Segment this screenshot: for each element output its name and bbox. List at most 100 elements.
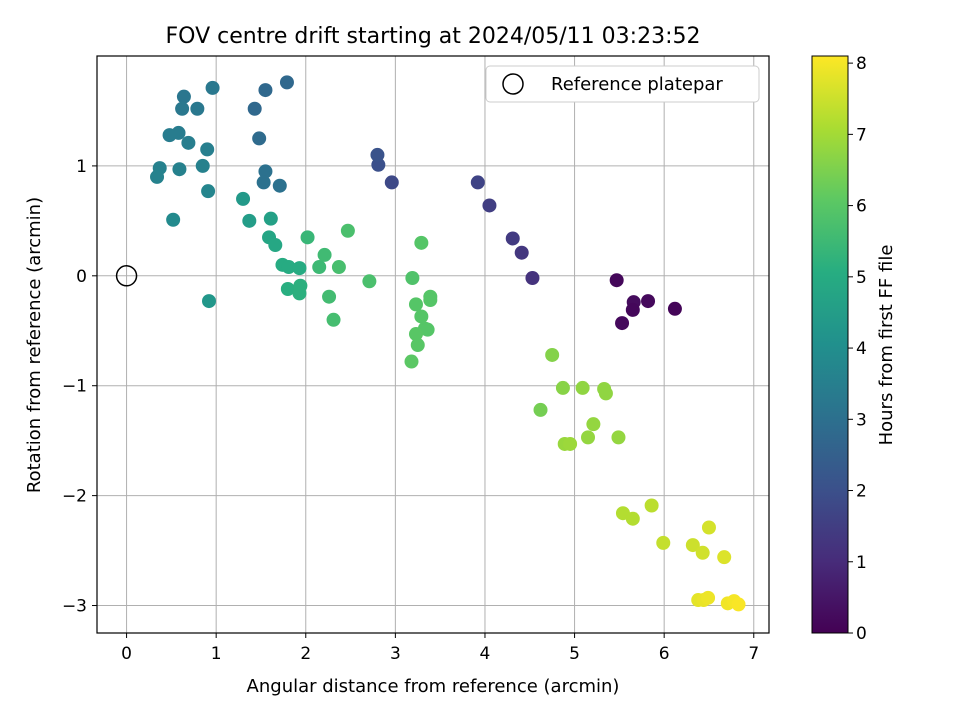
data-point xyxy=(292,261,307,276)
data-points xyxy=(115,75,746,612)
chart-title: FOV centre drift starting at 2024/05/11 … xyxy=(166,24,701,49)
data-point xyxy=(701,520,716,535)
colorbar: 0 1 2 3 4 5 6 7 8 Hours from first FF file xyxy=(811,54,897,644)
grid-lines xyxy=(97,56,769,633)
colorbar-label: Hours from first FF file xyxy=(876,245,897,446)
data-point xyxy=(717,550,732,565)
data-point xyxy=(514,245,529,260)
data-point xyxy=(279,75,294,90)
colorbar-bar xyxy=(811,55,849,634)
data-point xyxy=(258,164,273,179)
data-point xyxy=(176,89,191,104)
data-point xyxy=(701,590,716,605)
colorbar-tick-label: 0 xyxy=(856,624,867,644)
data-point xyxy=(281,260,296,275)
data-point xyxy=(326,312,341,327)
reference-platepar-marker xyxy=(115,265,138,287)
colorbar-tick-label: 7 xyxy=(856,125,867,145)
data-point xyxy=(555,380,570,395)
y-tick-label: 1 xyxy=(76,157,87,177)
colorbar-tick-label: 2 xyxy=(856,482,867,502)
data-point xyxy=(405,271,420,286)
data-point xyxy=(150,169,165,184)
data-point xyxy=(533,402,548,417)
data-point xyxy=(404,354,419,369)
data-point xyxy=(609,273,624,288)
data-point xyxy=(625,302,640,317)
data-point xyxy=(263,211,278,226)
x-tick-label: 1 xyxy=(211,644,222,664)
data-point xyxy=(370,147,385,162)
colorbar-tick-label: 6 xyxy=(856,197,867,217)
data-point xyxy=(181,135,196,150)
data-point xyxy=(505,231,520,246)
data-point xyxy=(482,198,497,213)
data-point xyxy=(272,178,287,193)
data-point xyxy=(525,271,540,286)
x-tick-label: 5 xyxy=(569,644,580,664)
data-point xyxy=(545,347,560,362)
y-tick-label: −3 xyxy=(62,597,87,617)
data-point xyxy=(340,223,355,238)
y-tick-label: 0 xyxy=(76,267,87,287)
data-point xyxy=(322,289,337,304)
x-tick-label: 4 xyxy=(480,644,491,664)
data-point xyxy=(200,142,215,157)
colorbar-tick-label: 8 xyxy=(856,54,867,74)
data-point xyxy=(731,597,746,612)
data-point xyxy=(644,498,659,513)
data-point xyxy=(205,80,220,95)
data-point xyxy=(420,322,435,337)
legend-box xyxy=(485,65,760,103)
data-point xyxy=(625,511,640,526)
data-point xyxy=(685,538,700,553)
data-point xyxy=(166,212,181,227)
data-point xyxy=(581,430,596,445)
data-point xyxy=(414,235,429,250)
data-point xyxy=(611,430,626,445)
data-point xyxy=(331,260,346,275)
data-point xyxy=(300,230,315,245)
data-point xyxy=(195,158,210,173)
x-tick-label: 7 xyxy=(748,644,759,664)
legend-reference-marker xyxy=(502,73,524,95)
colorbar-ticks: 0 1 2 3 4 5 6 7 8 xyxy=(848,54,867,644)
legend: Reference platepar xyxy=(485,65,760,103)
data-point xyxy=(667,301,682,316)
data-point xyxy=(258,83,273,98)
y-tick-label: −2 xyxy=(62,487,87,507)
x-axis-label: Angular distance from reference (arcmin) xyxy=(247,676,620,697)
data-point xyxy=(384,175,399,190)
data-point xyxy=(598,386,613,401)
data-point xyxy=(236,191,251,206)
data-point xyxy=(190,101,205,116)
data-point xyxy=(575,380,590,395)
legend-label: Reference platepar xyxy=(551,74,723,95)
data-point xyxy=(171,125,186,140)
data-point xyxy=(268,238,283,253)
data-point xyxy=(423,292,438,307)
data-point xyxy=(656,535,671,550)
data-point xyxy=(201,184,216,199)
colorbar-tick-label: 5 xyxy=(856,268,867,288)
colorbar-tick-label: 1 xyxy=(856,553,867,573)
data-point xyxy=(292,286,307,301)
data-point xyxy=(175,101,190,116)
data-point xyxy=(410,338,425,353)
x-tick-label: 2 xyxy=(300,644,311,664)
data-point xyxy=(414,309,429,324)
data-point xyxy=(563,436,578,451)
data-point xyxy=(641,294,656,309)
y-tick-label: −1 xyxy=(62,377,87,397)
data-point xyxy=(312,260,327,275)
data-point xyxy=(695,545,710,560)
data-point xyxy=(470,175,485,190)
data-point xyxy=(247,101,262,116)
plot-frame xyxy=(96,55,770,634)
data-point xyxy=(408,297,423,312)
data-point xyxy=(256,175,271,190)
data-point xyxy=(252,131,267,146)
data-point xyxy=(362,274,377,289)
data-point xyxy=(280,281,295,296)
